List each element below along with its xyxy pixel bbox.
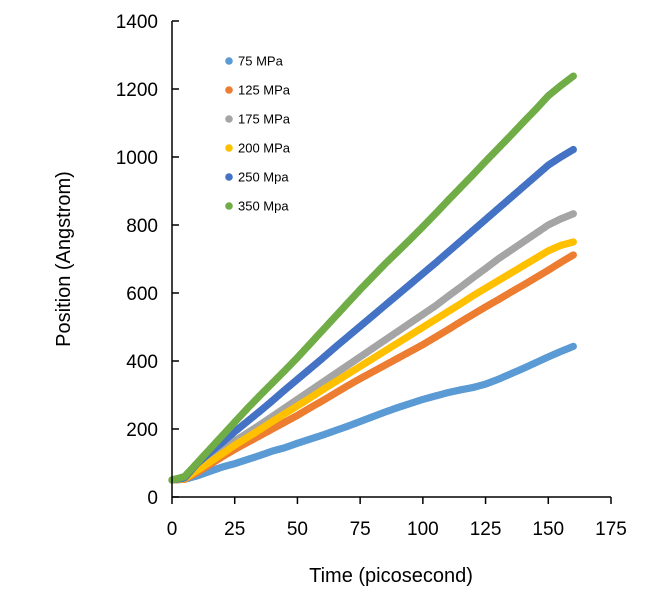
legend: 75 MPa 125 MPa 175 MPa 200 MPa 250 Mpa 350 Mp… [225,54,291,214]
legend-item: 200 MPa [225,141,291,156]
x-tick-label: 150 [532,519,564,540]
x-tick-label: 100 [407,519,439,540]
y-tick-label: 600 [126,284,158,305]
legend-marker [225,202,233,210]
data-point [569,342,577,350]
y-tick-label: 0 [147,488,158,509]
plot-area [168,72,577,484]
legend-label: 250 Mpa [238,170,289,185]
series-125-mpa [168,251,577,484]
legend-item: 125 MPa [225,83,291,98]
x-tick-label: 0 [167,519,178,540]
x-tick-label: 25 [224,519,245,540]
legend-marker [225,86,233,94]
legend-marker [225,115,233,123]
series-75-mpa [168,342,577,484]
x-tick-label: 75 [350,519,371,540]
x-tick-label: 50 [287,519,308,540]
legend-marker [225,173,233,181]
series-175-mpa [168,210,577,484]
legend-label: 200 MPa [238,141,291,156]
y-tick-label: 800 [126,216,158,237]
legend-label: 350 Mpa [238,199,289,214]
legend-marker [225,144,233,152]
x-axis: 0 25 50 75 100 125 150 175 [167,496,627,540]
x-tick-label: 125 [470,519,502,540]
y-tick-label: 400 [126,352,158,373]
data-point [569,72,577,80]
y-tick-label: 1400 [116,12,158,33]
series-250-mpa [168,145,577,484]
legend-marker [225,57,233,65]
y-axis-title: Position (Angstrom) [53,171,75,347]
series-350-mpa [168,72,577,484]
data-point [569,145,577,154]
y-axis: 0 200 400 600 800 1000 1200 1400 [116,12,179,509]
x-axis-title: Time (picosecond) [309,565,473,587]
y-tick-label: 200 [126,420,158,441]
legend-label: 125 MPa [238,83,291,98]
data-point [569,238,577,246]
legend-label: 75 MPa [238,54,284,69]
legend-item: 350 Mpa [225,199,289,214]
x-tick-label: 175 [595,519,627,540]
legend-label: 175 MPa [238,112,291,127]
legend-item: 250 Mpa [225,170,289,185]
data-point [569,210,577,218]
data-point [569,251,577,259]
y-tick-label: 1000 [116,148,158,169]
legend-item: 175 MPa [225,112,291,127]
legend-item: 75 MPa [225,54,284,69]
y-tick-label: 1200 [116,80,158,101]
